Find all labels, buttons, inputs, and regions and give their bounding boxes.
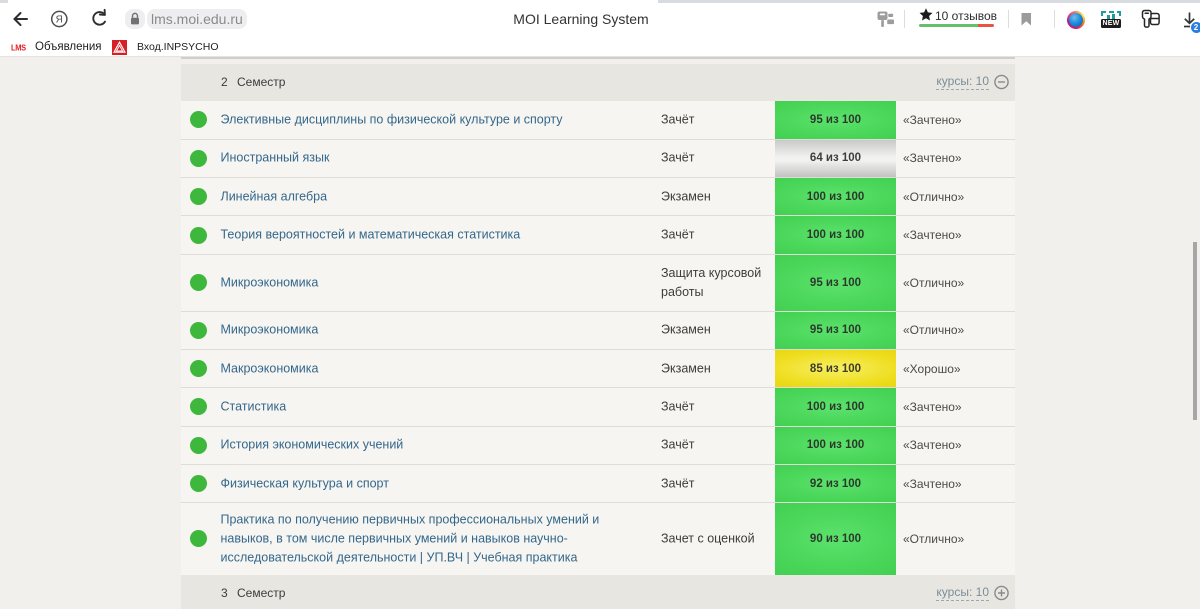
svg-text:Я: Я: [56, 14, 63, 25]
